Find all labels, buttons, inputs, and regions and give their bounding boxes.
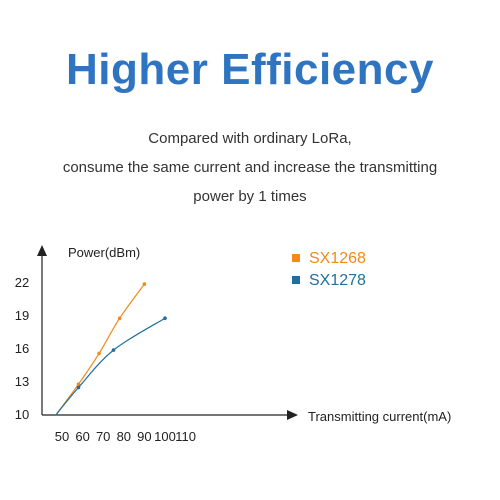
x-tick-label: 60 <box>75 429 89 444</box>
data-point-sx1268 <box>97 351 101 356</box>
x-axis-arrow <box>287 410 298 420</box>
subtitle: Compared with ordinary LoRa, consume the… <box>0 124 500 211</box>
x-tick-label: 80 <box>117 429 131 444</box>
y-tick-label: 19 <box>15 308 29 323</box>
series-line-sx1268 <box>55 283 145 416</box>
x-tick-label: 70 <box>96 429 110 444</box>
data-point-sx1268 <box>142 282 147 286</box>
x-tick-label: 50 <box>55 429 69 444</box>
data-point-sx1278 <box>76 385 81 390</box>
y-tick-label: 22 <box>15 275 29 290</box>
data-point-sx1278 <box>163 316 167 321</box>
y-axis-label: Power(dBm) <box>68 245 140 260</box>
data-point-sx1268 <box>76 382 81 387</box>
data-point-sx1278 <box>111 348 116 352</box>
x-tick-label: 100 <box>154 429 176 444</box>
x-axis-label: Transmitting current(mA) <box>308 409 451 424</box>
legend-label-sx1268: SX1268 <box>309 250 366 267</box>
y-tick-label: 10 <box>15 407 29 422</box>
x-tick-label: 90 <box>137 429 151 444</box>
x-tick-label: 110 <box>175 429 196 444</box>
y-tick-label: 13 <box>15 374 29 389</box>
subtitle-line-3: power by 1 times <box>193 188 307 205</box>
y-tick-label: 16 <box>15 341 29 356</box>
legend-swatch-sx1278 <box>292 276 300 284</box>
subtitle-line-2: consume the same current and increase th… <box>62 159 438 176</box>
legend-swatch-sx1268 <box>292 254 300 262</box>
y-axis-arrow <box>37 245 47 256</box>
series-line-sx1278 <box>55 317 166 416</box>
legend-label-sx1278: SX1278 <box>309 272 366 289</box>
subtitle-line-1: Compared with ordinary LoRa, <box>148 130 352 147</box>
data-point-sx1268 <box>117 316 122 321</box>
page-title: Higher Efficiency <box>66 45 434 94</box>
